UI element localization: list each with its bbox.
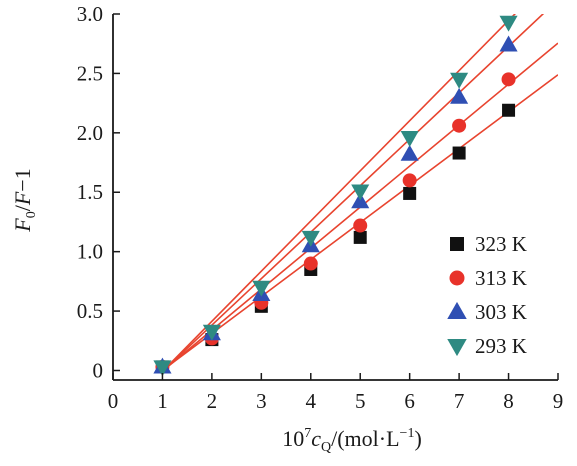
point-s3-5: [400, 131, 419, 147]
point-s0-5: [403, 186, 417, 200]
y-axis-title: F0/F−1: [10, 168, 39, 232]
point-s3-2: [252, 280, 271, 297]
legend-marker-1: [449, 270, 465, 286]
x-tick-label-6: 6: [404, 389, 415, 413]
point-s2-6: [450, 87, 469, 104]
point-s1-5: [402, 173, 417, 188]
x-tick-label-4: 4: [306, 389, 317, 413]
legend-label-3: 293 K: [475, 334, 527, 358]
point-s1-3: [303, 256, 318, 271]
y-tick-label-0: 0: [93, 358, 104, 382]
x-tick-label-0: 0: [108, 389, 119, 413]
legend-label-2: 303 K: [475, 300, 527, 324]
data-markers: [153, 15, 518, 377]
point-s3-1: [202, 324, 221, 341]
point-s3-0: [153, 360, 172, 377]
point-s0-7: [502, 103, 516, 117]
y-tick-label-1: 0.5: [77, 299, 103, 323]
point-s1-7: [501, 72, 516, 87]
point-s1-6: [452, 118, 467, 133]
x-tick-label-1: 1: [157, 389, 168, 413]
x-tick-label-2: 2: [207, 389, 218, 413]
y-tick-label-4: 2.0: [77, 121, 103, 145]
x-tick-label-9: 9: [553, 389, 564, 413]
x-axis-title: 107cQ/(mol·L−1): [282, 426, 422, 455]
legend-label-0: 323 K: [475, 232, 527, 256]
point-s3-3: [301, 230, 320, 247]
legend-marker-2: [447, 301, 467, 320]
legend-label-1: 313 K: [475, 266, 527, 290]
y-tick-label-6: 3.0: [77, 2, 103, 26]
x-tick-label-8: 8: [503, 389, 514, 413]
point-s3-6: [450, 72, 469, 89]
point-s1-4: [353, 218, 368, 233]
point-s2-7: [499, 35, 518, 52]
x-tick-label-5: 5: [355, 389, 366, 413]
point-s0-4: [353, 230, 367, 244]
x-tick-label-3: 3: [256, 389, 267, 413]
tick-labels: 0 1 2 3 4 5 6 7 8 9 0 0.5 1.0 1.5 2.0 2.5 3.0: [77, 2, 564, 413]
point-s3-7: [499, 15, 518, 32]
axes: [112, 13, 559, 381]
fit-line-3: [161, 14, 517, 373]
legend-marker-0: [450, 237, 464, 251]
y-tick-label-3: 1.5: [77, 180, 103, 204]
point-s3-4: [351, 184, 370, 201]
legend-marker-3: [447, 338, 467, 357]
legend: 323 K 313 K 303 K 293 K: [447, 232, 527, 358]
x-tick-label-7: 7: [454, 389, 465, 413]
point-s2-5: [400, 144, 419, 161]
y-tick-label-5: 2.5: [77, 61, 103, 85]
y-tick-label-2: 1.0: [77, 240, 103, 264]
point-s0-6: [452, 146, 466, 160]
